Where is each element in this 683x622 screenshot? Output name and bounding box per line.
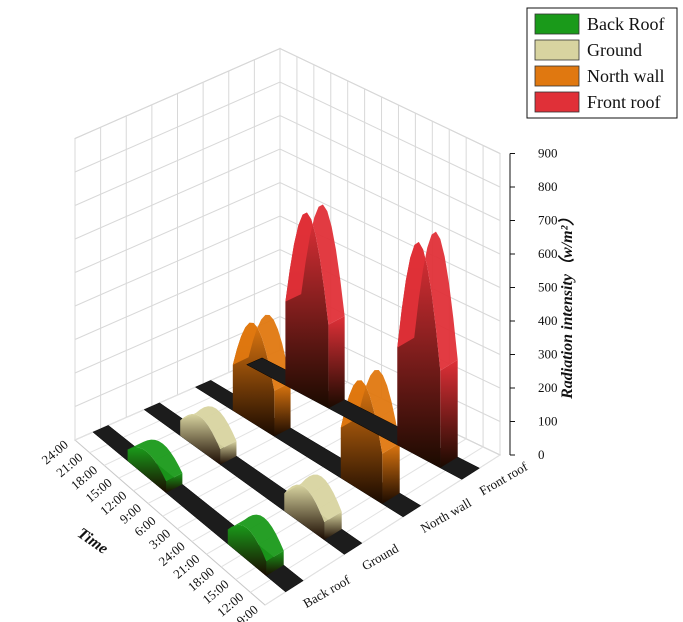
- z-tick-label: 300: [538, 347, 558, 362]
- series-hump-end-1-0: [220, 440, 237, 465]
- z-tick-label: 700: [538, 213, 558, 228]
- series-hump-end-3-1: [440, 359, 458, 468]
- z-tick-label: 0: [538, 447, 545, 462]
- series-hump-side-0-1: [227, 524, 267, 576]
- legend-swatch: [534, 13, 580, 35]
- z-axis-title: Radiation intensity（w/m²）: [557, 210, 576, 400]
- time-axis-title: Time: [74, 525, 111, 558]
- series-hump-end-2-0: [274, 382, 291, 437]
- legend-label: Front roof: [587, 92, 661, 112]
- legend-label: Ground: [587, 40, 642, 60]
- floor-gridline: [264, 454, 501, 606]
- z-tick-label: 800: [538, 179, 558, 194]
- series-hump-top-0-0: [127, 439, 183, 482]
- series-hump-top-0-1: [227, 514, 284, 562]
- legend-swatch: [534, 65, 580, 87]
- z-tick-label: 500: [538, 280, 558, 295]
- series-hump-end-1-1: [324, 511, 342, 540]
- floor-gridline: [250, 446, 484, 593]
- legend-label: North wall: [587, 66, 664, 86]
- series-hump-top-1-1: [284, 474, 342, 523]
- chart-legend: Back Roof Ground North wall Front roof: [526, 7, 678, 119]
- legend-label: Back Roof: [587, 14, 664, 34]
- series-hump-end-3-0: [328, 316, 345, 409]
- floor-gridline: [147, 389, 365, 504]
- series-hump-side-1-0: [180, 414, 221, 465]
- series-hump-end-0-1: [266, 550, 284, 576]
- series-tick-label: Ground: [359, 540, 401, 573]
- series-hump-top-3-1: [397, 231, 458, 371]
- chart-series: [92, 204, 480, 593]
- series-hump-side-1-1: [284, 484, 325, 540]
- z-tick-label: 600: [538, 246, 558, 261]
- z-tick-label: 100: [538, 414, 558, 429]
- z-tick-label: 200: [538, 380, 558, 395]
- z-tick-label: 900: [538, 146, 558, 161]
- series-hump-top-1-0: [180, 406, 237, 450]
- legend-swatch: [534, 91, 580, 113]
- series-hump-top-3-0: [285, 204, 345, 325]
- series-hump-side-0-0: [127, 447, 167, 493]
- z-tick-label: 400: [538, 313, 558, 328]
- series-hump-end-2-1: [382, 442, 400, 504]
- legend-swatch: [534, 39, 580, 61]
- series-hump-end-0-0: [166, 472, 183, 493]
